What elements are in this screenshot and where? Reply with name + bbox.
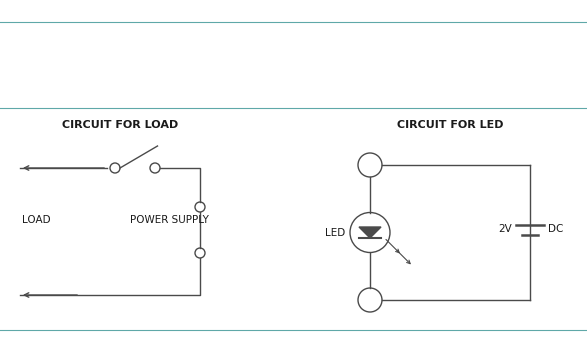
Polygon shape: [359, 227, 381, 238]
Text: CIRCUIT FOR LOAD: CIRCUIT FOR LOAD: [62, 120, 178, 130]
Text: 2V: 2V: [498, 224, 512, 235]
Text: CIRCUIT FOR LED: CIRCUIT FOR LED: [397, 120, 503, 130]
Text: DC: DC: [548, 224, 564, 235]
Text: LED: LED: [325, 227, 345, 237]
Text: LOAD: LOAD: [22, 215, 50, 225]
Text: POWER SUPPLY: POWER SUPPLY: [130, 215, 209, 225]
